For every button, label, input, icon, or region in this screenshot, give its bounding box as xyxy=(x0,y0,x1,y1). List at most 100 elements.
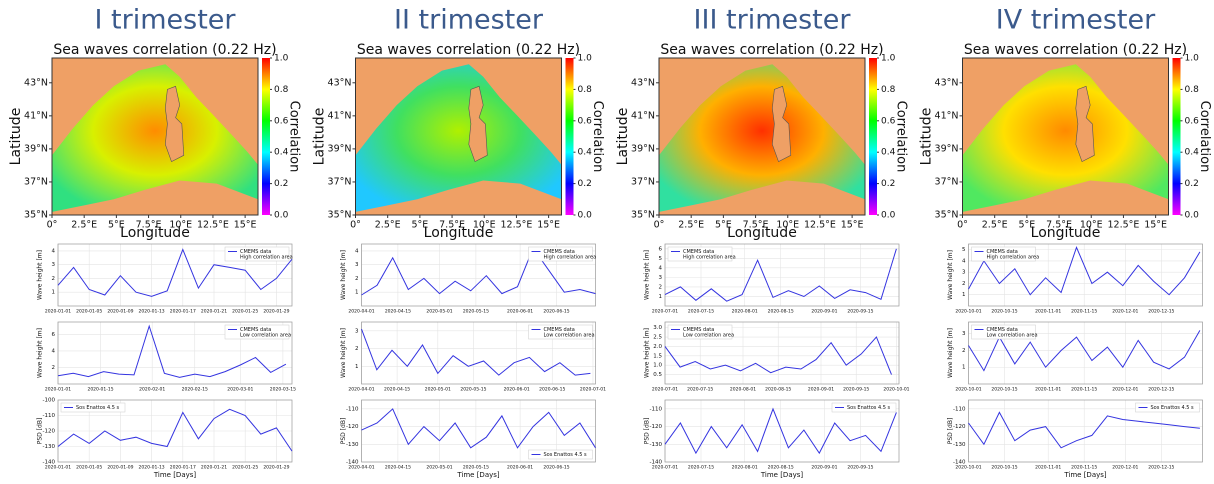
series-line xyxy=(664,248,897,302)
legend-note: Low correlation area xyxy=(683,333,734,339)
x-tick-label: 2020-03-01 xyxy=(227,387,253,393)
x-tick-label: 2020-01-21 xyxy=(201,309,227,315)
colorbar-tick-label: 1.0 xyxy=(881,54,896,64)
x-tick-label: 2020-01-05 xyxy=(76,465,102,471)
x-tick-label: 2020-07-01 xyxy=(652,387,678,393)
x-tick-label: 2.5°E xyxy=(678,220,704,231)
y-tick-label: 35°N xyxy=(631,210,655,221)
x-tick-label: 2020-01-17 xyxy=(170,309,196,315)
x-tick-label: 2020-04-15 xyxy=(385,465,411,471)
colorbar-tick-label: 0.0 xyxy=(881,211,896,221)
series-line xyxy=(57,408,293,452)
legend-note: High correlation area xyxy=(240,255,293,261)
legend-box xyxy=(528,449,593,460)
x-tick-label: 2020-11-15 xyxy=(1071,387,1097,393)
y-tick-label: 2 xyxy=(355,276,359,282)
x-tick-label: 2020-07-15 xyxy=(688,309,714,315)
y-axis-label: Latitude xyxy=(8,108,24,166)
y-tick-label: 3 xyxy=(355,328,359,334)
plot-frame xyxy=(361,399,596,463)
x-tick-label: 15°E xyxy=(234,220,257,231)
colorbar-tick-label: 0.4 xyxy=(1185,148,1200,158)
sea xyxy=(52,64,258,212)
x-tick-label: 2020-09-15 xyxy=(847,465,873,471)
legend-label: CMEMS data xyxy=(544,249,575,255)
y-axis-label: Wave height [m] xyxy=(37,250,44,300)
x-tick-label: 10°E xyxy=(1080,220,1103,231)
y-tick-label: 2 xyxy=(52,276,56,282)
x-tick-label: 2020-12-01 xyxy=(1112,387,1138,393)
legend-box xyxy=(1135,402,1200,413)
x-tick-label: 2020-10-01 xyxy=(955,387,981,393)
x-tick-label: 2020-12-15 xyxy=(1148,465,1174,471)
x-axis-label: Longitude xyxy=(120,225,190,241)
series-line xyxy=(361,328,591,376)
y-tick-label: 43°N xyxy=(935,77,959,88)
x-tick-label: 2020-05-01 xyxy=(426,465,452,471)
x-tick-label: 2020-11-15 xyxy=(1071,309,1097,315)
x-axis-label: Longitude xyxy=(727,225,797,241)
colorbar-tick-label: 0.6 xyxy=(1185,116,1200,126)
x-tick-label: 2020-03-15 xyxy=(270,387,296,393)
y-tick-label: 41°N xyxy=(328,110,352,121)
legend-note: Low correlation area xyxy=(544,333,595,339)
legend-note: High correlation area xyxy=(987,255,1040,261)
x-tick-label: 2020-10-15 xyxy=(991,309,1017,315)
y-axis-label: Wave height [m] xyxy=(644,250,651,300)
y-tick-label: 37°N xyxy=(631,176,655,187)
x-tick-label: 2020-02-15 xyxy=(182,387,208,393)
colorbar xyxy=(869,58,877,215)
y-tick-label: -110 xyxy=(43,413,56,419)
x-tick-label: 2020-05-15 xyxy=(463,465,489,471)
x-tick-label: 2020-12-15 xyxy=(1148,387,1174,393)
series-line xyxy=(57,324,287,378)
x-tick-label: 2020-05-01 xyxy=(426,309,452,315)
y-axis-label: Wave height [m] xyxy=(37,328,44,378)
x-tick-label: 2020-01-09 xyxy=(107,309,133,315)
y-tick-label: 4 xyxy=(962,258,966,264)
x-tick-label: 2020-08-01 xyxy=(730,387,756,393)
y-tick-label: -110 xyxy=(346,406,359,412)
x-tick-label: 2.5°E xyxy=(71,220,97,231)
panel-heading: IV trimester xyxy=(996,5,1156,36)
y-tick-label: 4 xyxy=(52,248,56,254)
y-axis-label: Latitude xyxy=(919,108,935,166)
x-tick-label: 2020-01-21 xyxy=(201,465,227,471)
legend-box xyxy=(667,324,733,340)
sea xyxy=(962,64,1169,212)
legend-box xyxy=(528,324,593,340)
x-tick-label: 2020-06-01 xyxy=(507,309,533,315)
y-axis-label: Latitude xyxy=(615,108,631,166)
y-tick-label: 1.0 xyxy=(653,363,662,369)
series-line xyxy=(57,248,293,297)
plot-frame xyxy=(361,243,596,307)
y-tick-label: 35°N xyxy=(24,210,48,221)
x-tick-label: 2020-09-01 xyxy=(811,465,837,471)
legend-box xyxy=(60,402,126,413)
colorbar-tick-label: 0.2 xyxy=(274,179,288,189)
chart-title: Sea waves correlation (0.22 Hz) xyxy=(964,42,1187,58)
colorbar-tick-label: 1.0 xyxy=(578,54,593,64)
plot-frame xyxy=(664,399,900,463)
y-tick-label: -140 xyxy=(953,460,966,466)
plot-frame xyxy=(968,243,1203,307)
x-tick-label: 2020-01-25 xyxy=(232,309,258,315)
island xyxy=(468,85,488,163)
x-tick-label: 2020-01-29 xyxy=(263,309,289,315)
x-tick-label: 7.5°E xyxy=(136,220,162,231)
y-tick-label: -100 xyxy=(43,398,56,404)
x-tick-label: 7.5°E xyxy=(743,220,769,231)
x-tick-label: 2020-12-01 xyxy=(1112,309,1138,315)
plot-frame xyxy=(664,321,900,385)
legend-box xyxy=(667,246,733,262)
y-tick-label: 41°N xyxy=(935,110,959,121)
x-tick-label: 15°E xyxy=(1144,220,1167,231)
legend-box xyxy=(224,246,290,262)
y-axis-label: Latitude xyxy=(312,108,328,166)
plot-frame xyxy=(658,57,866,216)
y-tick-label: -130 xyxy=(346,442,359,448)
x-tick-label: 2020-08-15 xyxy=(768,309,794,315)
colorbar-tick-label: 0.8 xyxy=(1185,85,1200,95)
colorbar-tick-label: 1.0 xyxy=(1185,54,1200,64)
x-tick-label: 2020-01-17 xyxy=(170,465,196,471)
